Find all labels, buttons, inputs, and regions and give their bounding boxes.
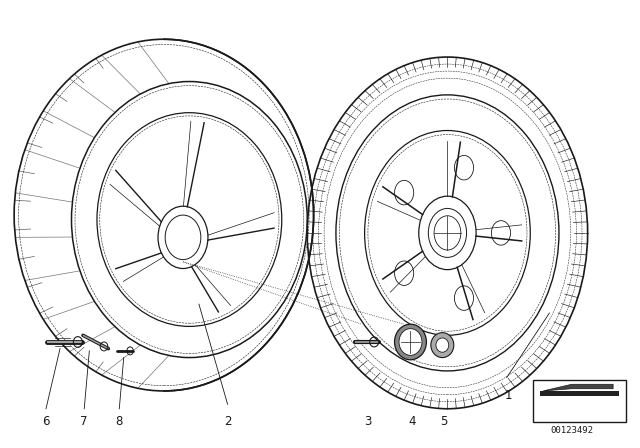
Polygon shape — [476, 225, 522, 241]
Ellipse shape — [436, 338, 449, 352]
FancyBboxPatch shape — [540, 391, 620, 396]
Ellipse shape — [399, 329, 422, 355]
Ellipse shape — [431, 332, 454, 358]
FancyBboxPatch shape — [534, 380, 626, 422]
Text: 2: 2 — [224, 415, 231, 428]
Ellipse shape — [394, 324, 426, 360]
Text: 6: 6 — [42, 415, 50, 428]
Text: 00123492: 00123492 — [550, 426, 593, 435]
Text: 8: 8 — [116, 415, 123, 428]
Polygon shape — [447, 141, 460, 197]
Text: 1: 1 — [504, 389, 512, 402]
Polygon shape — [378, 187, 422, 220]
Text: 4: 4 — [409, 415, 416, 428]
Polygon shape — [457, 265, 484, 319]
Text: 7: 7 — [81, 415, 88, 428]
Text: 5: 5 — [440, 415, 448, 428]
Text: 3: 3 — [364, 415, 371, 428]
Polygon shape — [543, 384, 613, 391]
Polygon shape — [383, 251, 426, 292]
